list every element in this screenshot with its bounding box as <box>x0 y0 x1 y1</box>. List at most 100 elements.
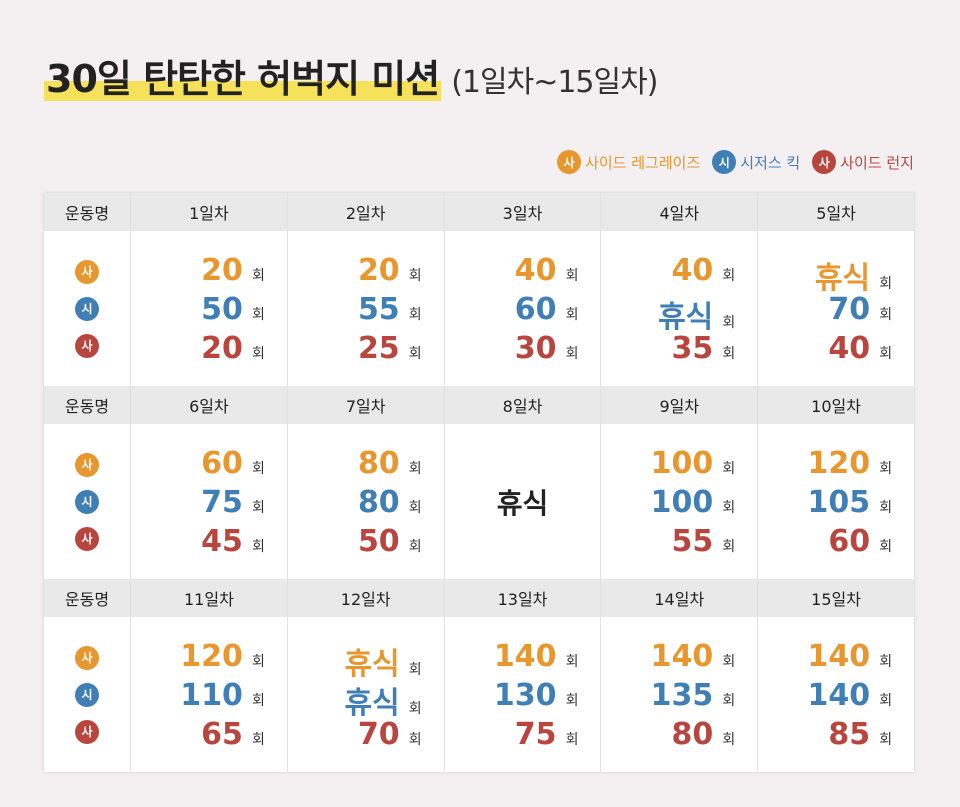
exercise-icon: 시 <box>75 296 99 321</box>
count-row: 55 회 <box>623 524 736 559</box>
day-cell: 40 회 60 회 30 회 <box>445 231 602 386</box>
legend-item: 사 사이드 레그레이즈 <box>557 150 700 174</box>
unit: 회 <box>722 732 736 748</box>
body-row: 사 시 사 120 회 110 회 65 회 휴식 회 휴식 회 70 회 140 회 130 회 75 회 140 회 13… <box>44 617 914 772</box>
unit: 회 <box>879 539 893 555</box>
count: 65 <box>201 717 243 752</box>
exercise-icon: 사 <box>75 719 99 744</box>
subtitle: (1일차~15일차) <box>451 65 658 100</box>
exercise-icon: 시 <box>75 682 99 707</box>
unit: 회 <box>252 268 265 284</box>
unit: 회 <box>252 461 265 477</box>
body-row: 사 시 사 20 회 50 회 20 회 20 회 55 회 25 회 40 회 60 회 30 회 40 회 휴식 회 35 회 휴… <box>44 231 914 386</box>
legend-label: 사이드 레그레이즈 <box>585 153 701 172</box>
row-header: 운동명 <box>44 579 131 617</box>
header-row: 운동명 6일차 7일차 8일차 9일차 10일차 <box>44 386 914 424</box>
unit: 회 <box>722 693 736 709</box>
day-label: 4일차 <box>601 193 759 231</box>
legend: 사 사이드 레그레이즈 시 시저스 킥 사 사이드 런지 <box>557 150 914 174</box>
count-row: 120 회 <box>780 446 893 481</box>
title-bar: 30일 탄탄한 허벅지 미션 (1일차~15일차) <box>44 48 658 103</box>
count-row: 휴식 회 <box>623 292 735 335</box>
count: 130 <box>493 678 557 713</box>
count-row: 50 회 <box>310 524 422 559</box>
legend-icon: 사 <box>557 150 582 174</box>
header-row: 운동명 1일차 2일차 3일차 4일차 5일차 <box>44 193 914 231</box>
count: 75 <box>201 485 243 520</box>
count: 55 <box>357 292 400 327</box>
count-row: 110 회 <box>153 678 265 713</box>
day-label: 15일차 <box>811 590 861 609</box>
day-cell: 120 회 105 회 60 회 <box>758 424 914 579</box>
count-row: 80 회 <box>310 485 422 520</box>
count-row: 20 회 <box>153 331 265 366</box>
unit: 회 <box>565 732 579 748</box>
day-label: 10일차 <box>811 397 861 416</box>
day-label: 2일차 <box>288 193 445 231</box>
exercise-icon: 사 <box>75 452 99 477</box>
unit: 회 <box>408 307 422 323</box>
day-cell: 140 회 130 회 75 회 <box>445 617 602 772</box>
day-label: 8일차 <box>445 386 602 424</box>
unit: 회 <box>408 701 422 717</box>
day-label: 7일차 <box>288 386 445 424</box>
count-row: 60 회 <box>466 292 579 327</box>
unit: 회 <box>408 268 422 284</box>
count: 50 <box>201 292 243 327</box>
count-row: 130 회 <box>466 678 579 713</box>
count-row: 85 회 <box>780 717 893 752</box>
count: 60 <box>201 446 243 481</box>
count: 40 <box>671 253 714 288</box>
legend-icon: 사 <box>812 150 837 174</box>
count-row: 75 회 <box>466 717 579 752</box>
unit: 회 <box>722 346 736 362</box>
count-row: 20 회 <box>310 253 422 288</box>
legend-item: 시 시저스 킥 <box>712 150 800 174</box>
count: 40 <box>828 331 871 366</box>
unit: 회 <box>565 268 579 284</box>
count-row: 80 회 <box>310 446 422 481</box>
unit: 회 <box>408 662 422 678</box>
count: 20 <box>201 331 243 366</box>
legend-label: 사이드 런지 <box>840 153 914 172</box>
count-row: 65 회 <box>153 717 265 752</box>
day-label: 6일차 <box>131 386 288 424</box>
count-row: 70 회 <box>780 292 892 327</box>
unit: 회 <box>722 268 736 284</box>
count-row: 140 회 <box>466 639 579 674</box>
count: 70 <box>357 717 400 752</box>
count-row: 140 회 <box>780 678 892 713</box>
unit: 회 <box>252 346 265 362</box>
count: 120 <box>180 639 243 674</box>
count: 80 <box>357 485 400 520</box>
count: 20 <box>357 253 400 288</box>
count: 140 <box>807 678 871 713</box>
count-row: 55 회 <box>310 292 422 327</box>
unit: 회 <box>879 461 893 477</box>
count-row: 휴식 회 <box>310 678 421 721</box>
day-cell: 60 회 75 회 45 회 <box>131 424 288 579</box>
count-row: 140 회 <box>623 639 736 674</box>
count-row: 135 회 <box>623 678 736 713</box>
count-row: 60 회 <box>780 524 893 559</box>
count: 휴식 <box>344 647 400 682</box>
count: 70 <box>828 292 871 327</box>
count: 140 <box>650 639 714 674</box>
day-cell: 40 회 휴식 회 35 회 <box>601 231 759 386</box>
unit: 회 <box>722 315 736 331</box>
count: 75 <box>514 717 557 752</box>
day-cell: 휴식 회 70 회 40 회 <box>758 231 914 386</box>
count: 60 <box>828 524 871 559</box>
unit: 회 <box>879 732 893 748</box>
count: 60 <box>514 292 557 327</box>
unit: 회 <box>408 461 422 477</box>
day-label: 5일차 <box>816 204 856 223</box>
day-cell: 20 회 55 회 25 회 <box>288 231 445 386</box>
day-cell: 80 회 80 회 50 회 <box>288 424 445 579</box>
count-row: 70 회 <box>310 717 422 752</box>
exercise-icon: 사 <box>75 645 99 670</box>
legend-icon: 시 <box>712 150 737 174</box>
unit: 회 <box>722 500 736 516</box>
